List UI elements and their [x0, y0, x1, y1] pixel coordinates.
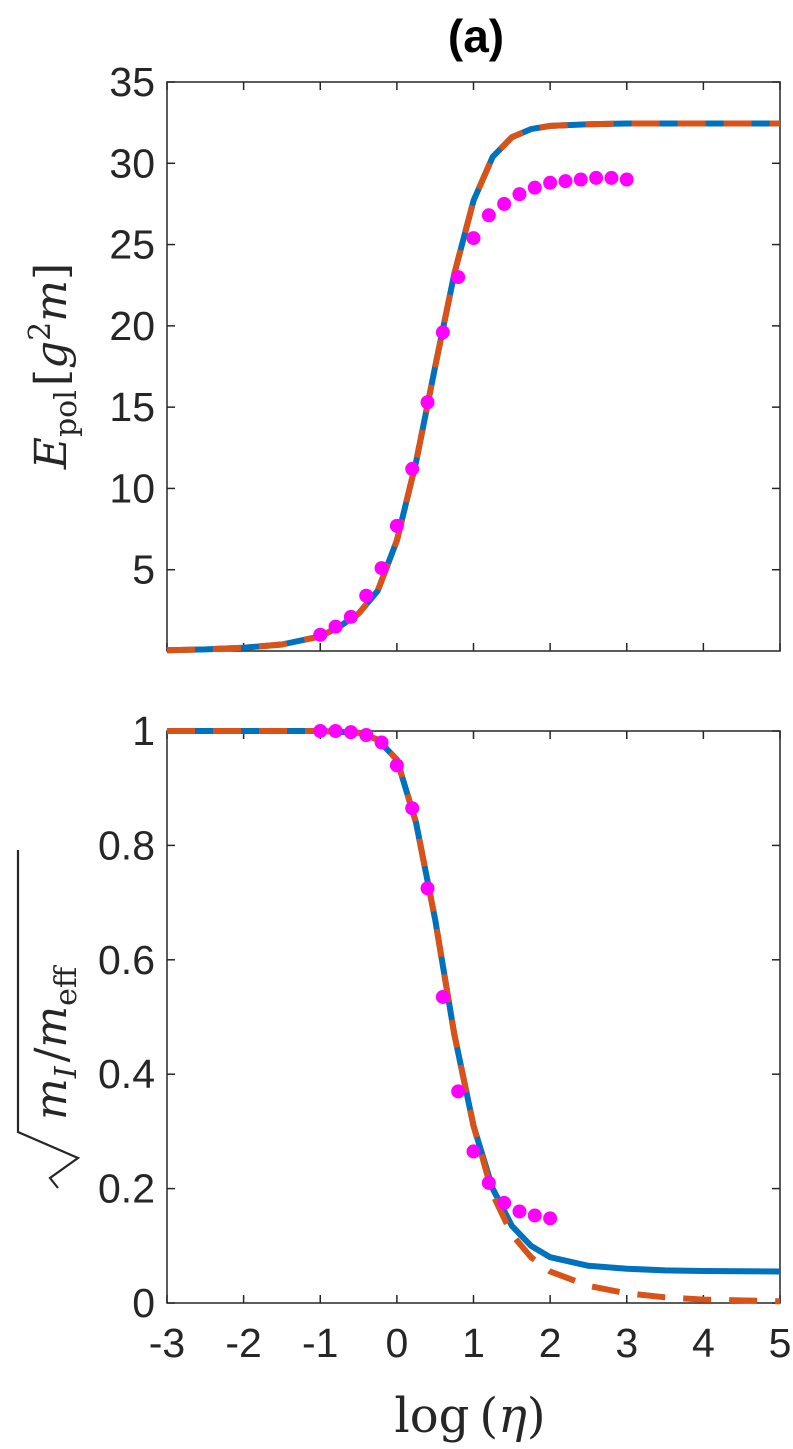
data-point — [420, 395, 435, 410]
data-point — [527, 180, 542, 195]
data-point — [512, 1204, 527, 1219]
top-ylabel: Epol[g2m] — [23, 263, 84, 470]
data-point — [573, 172, 588, 187]
y-tick-label: 35 — [109, 59, 155, 105]
x-tick-label: 3 — [615, 1320, 638, 1366]
data-point — [604, 170, 619, 185]
top-panel: 5 10 15 20 25 30 35 Epol[g2m] — [23, 59, 781, 654]
data-point — [589, 170, 604, 185]
data-point — [359, 588, 374, 603]
x-tick-label: 0 — [385, 1320, 408, 1366]
x-tick-label: 2 — [539, 1320, 562, 1366]
data-point — [512, 187, 527, 202]
data-point — [543, 175, 558, 190]
y-tick-label: 15 — [109, 384, 155, 430]
y-tick-label: 0.2 — [98, 1166, 155, 1212]
data-point — [389, 518, 404, 533]
x-tick-label: -3 — [149, 1320, 185, 1366]
x-tick-label: 5 — [769, 1320, 792, 1366]
data-point — [481, 208, 496, 223]
data-point — [558, 174, 573, 189]
top-axes-box — [166, 81, 781, 652]
y-tick-label: 5 — [132, 547, 155, 593]
x-tick-label: -1 — [302, 1320, 338, 1366]
data-point — [343, 609, 358, 624]
data-point — [405, 461, 420, 476]
data-point — [313, 627, 328, 642]
y-tick-label: 10 — [109, 465, 155, 511]
data-point — [374, 735, 389, 750]
y-tick-label: 0 — [132, 1280, 155, 1326]
series-line-dashed — [166, 120, 780, 654]
data-point — [420, 881, 435, 896]
data-point — [389, 758, 404, 773]
svg-text:mI/meff: mI/meff — [26, 964, 84, 1120]
x-tick-label: -2 — [225, 1320, 261, 1366]
data-point — [466, 1144, 481, 1159]
xlabel: log (η) — [394, 1388, 545, 1444]
data-point — [435, 325, 450, 340]
data-point — [451, 270, 466, 285]
data-point — [543, 1211, 558, 1226]
bottom-axes-box — [166, 730, 781, 1304]
y-tick-label: 0.8 — [98, 822, 155, 868]
data-point — [527, 1208, 542, 1223]
data-point — [451, 1084, 466, 1099]
data-point — [359, 728, 374, 743]
data-point — [497, 1195, 512, 1210]
y-tick-label: 30 — [109, 140, 155, 186]
bottom-panel: -3 -2 -1 0 1 2 3 4 5 0 0.2 0.4 0.6 0.8 1 mI/meff — [16, 708, 792, 1366]
data-point — [343, 725, 358, 740]
x-tick-label: 4 — [692, 1320, 715, 1366]
figure-title: (a) — [448, 10, 504, 62]
data-point — [328, 724, 343, 738]
data-point — [405, 801, 420, 816]
data-point — [619, 172, 634, 187]
y-tick-label: 0.6 — [98, 937, 155, 983]
y-tick-label: 0.4 — [98, 1051, 155, 1097]
data-point — [481, 1175, 496, 1190]
series-line-dashed — [167, 728, 781, 1305]
bottom-ylabel: mI/meff — [16, 850, 84, 1189]
x-tick-label: 1 — [462, 1320, 485, 1366]
data-point — [313, 724, 328, 738]
series-line-solid — [167, 728, 781, 1275]
data-point — [497, 196, 512, 211]
data-point — [435, 989, 450, 1004]
sqrt-sign — [16, 850, 81, 1189]
svg-text:Epol[g2m]: Epol[g2m] — [23, 263, 84, 470]
y-tick-label: 1 — [132, 708, 155, 754]
y-tick-label: 25 — [109, 222, 155, 268]
data-point — [466, 231, 481, 246]
data-point — [374, 561, 389, 576]
y-tick-label: 20 — [109, 303, 155, 349]
series-line-solid — [166, 120, 780, 654]
data-point — [328, 619, 343, 634]
